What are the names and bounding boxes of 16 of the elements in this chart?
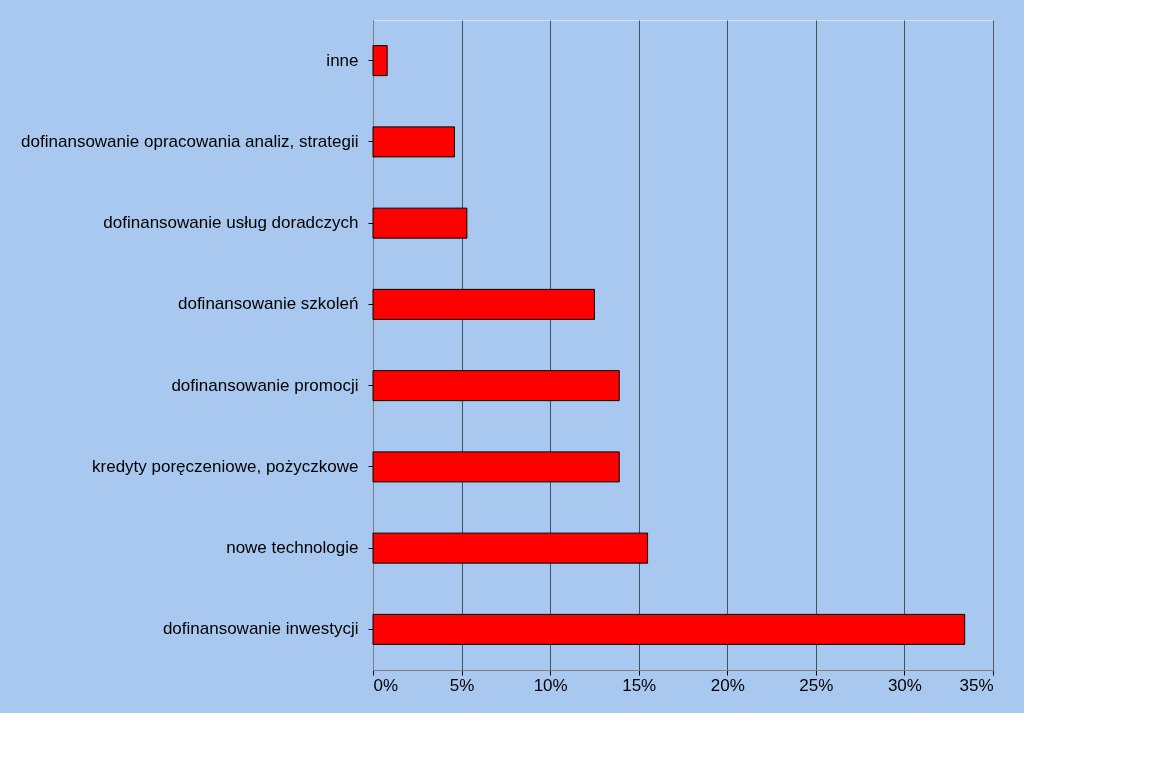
y-tick-label: dofinansowanie opracowania analiz, strategii bbox=[21, 131, 359, 151]
x-tick-label: 0% bbox=[373, 675, 399, 695]
x-tick-label: 30% bbox=[887, 675, 922, 695]
x-tick-label: 25% bbox=[799, 675, 834, 695]
y-tick-label: dofinansowanie szkoleń bbox=[177, 294, 359, 314]
y-tick-label: kredyty poręczeniowe, pożyczkowe bbox=[92, 456, 359, 476]
x-tick-label: 5% bbox=[449, 675, 475, 695]
y-tick-label: dofinansowanie inwestycji bbox=[162, 619, 359, 639]
y-tick-label: inne bbox=[326, 50, 359, 70]
x-tick-label: 20% bbox=[710, 675, 745, 695]
x-tick-label: 15% bbox=[622, 675, 657, 695]
x-tick-label: 35% bbox=[959, 675, 994, 695]
y-tick-label: nowe technologie bbox=[226, 538, 359, 558]
y-tick-label: dofinansowanie usług doradczych bbox=[103, 213, 359, 233]
y-tick-label: dofinansowanie promocji bbox=[171, 375, 359, 395]
x-tick-label: 10% bbox=[533, 675, 568, 695]
